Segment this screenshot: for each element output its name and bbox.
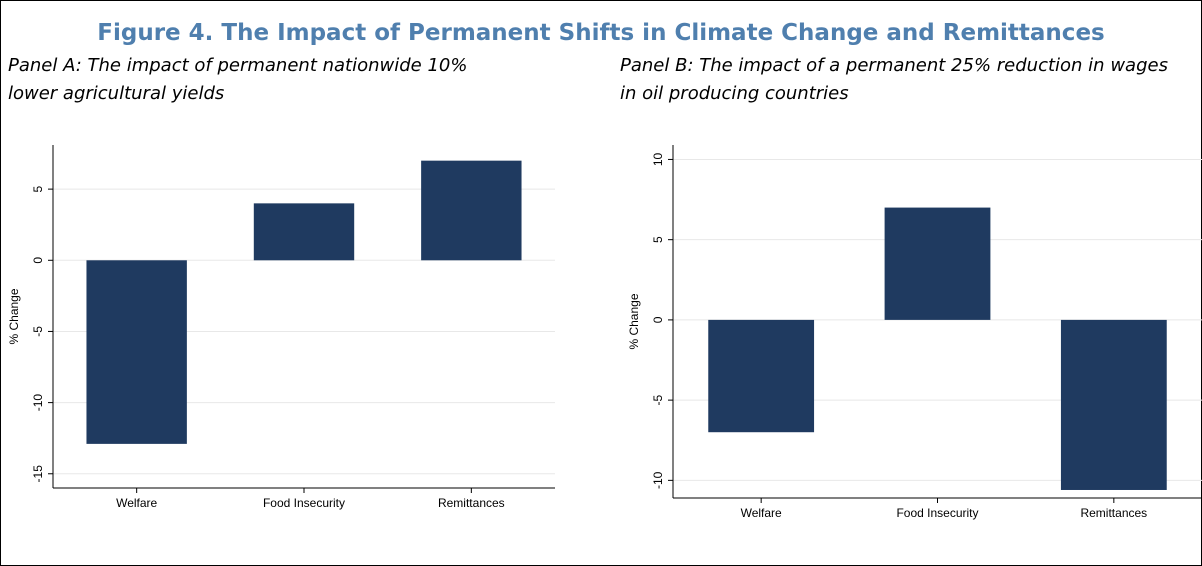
y-tick-label: 5 (651, 236, 665, 243)
y-axis-label: % Change (7, 288, 21, 344)
bar (1060, 319, 1167, 490)
y-tick-label: -15 (31, 465, 45, 483)
bar (708, 319, 815, 433)
y-tick-label: -5 (31, 326, 45, 337)
figure-title: Figure 4. The Impact of Permanent Shifts… (97, 20, 1105, 46)
y-tick-label: 0 (31, 257, 45, 264)
x-tick-label: Remittances (438, 496, 505, 510)
y-tick-label: -10 (31, 394, 45, 412)
bar (253, 203, 355, 261)
panel-title: Panel B: The impact of a permanent 25% r… (620, 55, 1168, 104)
x-tick-label: Remittances (1080, 506, 1147, 520)
y-tick-label: -10 (651, 471, 665, 489)
y-tick-label: -5 (651, 394, 665, 405)
x-tick-label: Welfare (741, 506, 782, 520)
x-tick-label: Welfare (116, 496, 157, 510)
y-tick-label: 10 (651, 152, 665, 166)
bar (884, 207, 991, 320)
bar (86, 260, 187, 444)
x-tick-label: Food Insecurity (263, 496, 345, 510)
x-tick-label: Food Insecurity (896, 506, 978, 520)
bar (421, 160, 522, 261)
y-tick-label: 0 (651, 316, 665, 323)
y-tick-label: 5 (31, 185, 45, 192)
y-axis-label: % Change (627, 293, 641, 349)
panel-title: Panel A: The impact of permanent nationw… (8, 55, 468, 104)
